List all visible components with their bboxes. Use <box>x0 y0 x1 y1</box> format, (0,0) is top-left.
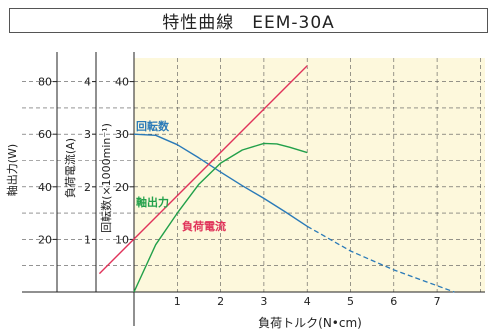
series-current-line <box>98 65 308 275</box>
series-power-line <box>133 142 308 293</box>
series-lines <box>98 65 455 293</box>
power-tick-label: 80 <box>38 76 52 89</box>
x-tick-label: 5 <box>347 295 354 308</box>
series-speed-line <box>133 133 308 227</box>
series-label-current: 負荷電流 <box>182 219 226 233</box>
current-tick-label: 4 <box>84 76 91 89</box>
series-label-power: 軸出力 <box>136 195 169 209</box>
power-axis-label: 軸出力(W) <box>5 144 19 196</box>
x-tick-label: 2 <box>217 295 224 308</box>
x-tick-label: 1 <box>174 295 181 308</box>
power-tick-label: 60 <box>38 128 52 141</box>
axes: 1 2 3 4 5 6 7 負荷トルク(N•cm) 20 40 60 80 軸出力(W) 1 2 3 4 負荷電流… <box>5 52 485 330</box>
speed-tick-label: 10 <box>115 233 129 246</box>
x-tick-label: 7 <box>434 295 441 308</box>
x-tick-label: 6 <box>390 295 397 308</box>
series-speed-dashed-line <box>306 225 455 293</box>
speed-tick-label: 30 <box>115 128 129 141</box>
series-label-speed: 回転数 <box>136 119 170 133</box>
plot-background <box>134 58 485 292</box>
chart-title: 特性曲線 EEM-30A <box>9 8 488 33</box>
current-tick-label: 2 <box>84 181 91 194</box>
current-tick-label: 3 <box>84 128 91 141</box>
speed-tick-label: 20 <box>115 181 129 194</box>
x-tick-label: 3 <box>260 295 267 308</box>
x-tick-label: 4 <box>304 295 311 308</box>
current-tick-label: 1 <box>84 233 91 246</box>
power-tick-label: 20 <box>38 233 52 246</box>
speed-tick-label: 40 <box>115 76 129 89</box>
grid-lines <box>22 58 485 292</box>
power-tick-label: 40 <box>38 181 52 194</box>
current-axis-label: 負荷電流(A) <box>63 138 77 198</box>
speed-axis-label: 回転数(×1000min⁻¹) <box>100 123 113 233</box>
x-axis-label: 負荷トルク(N•cm) <box>258 316 362 330</box>
